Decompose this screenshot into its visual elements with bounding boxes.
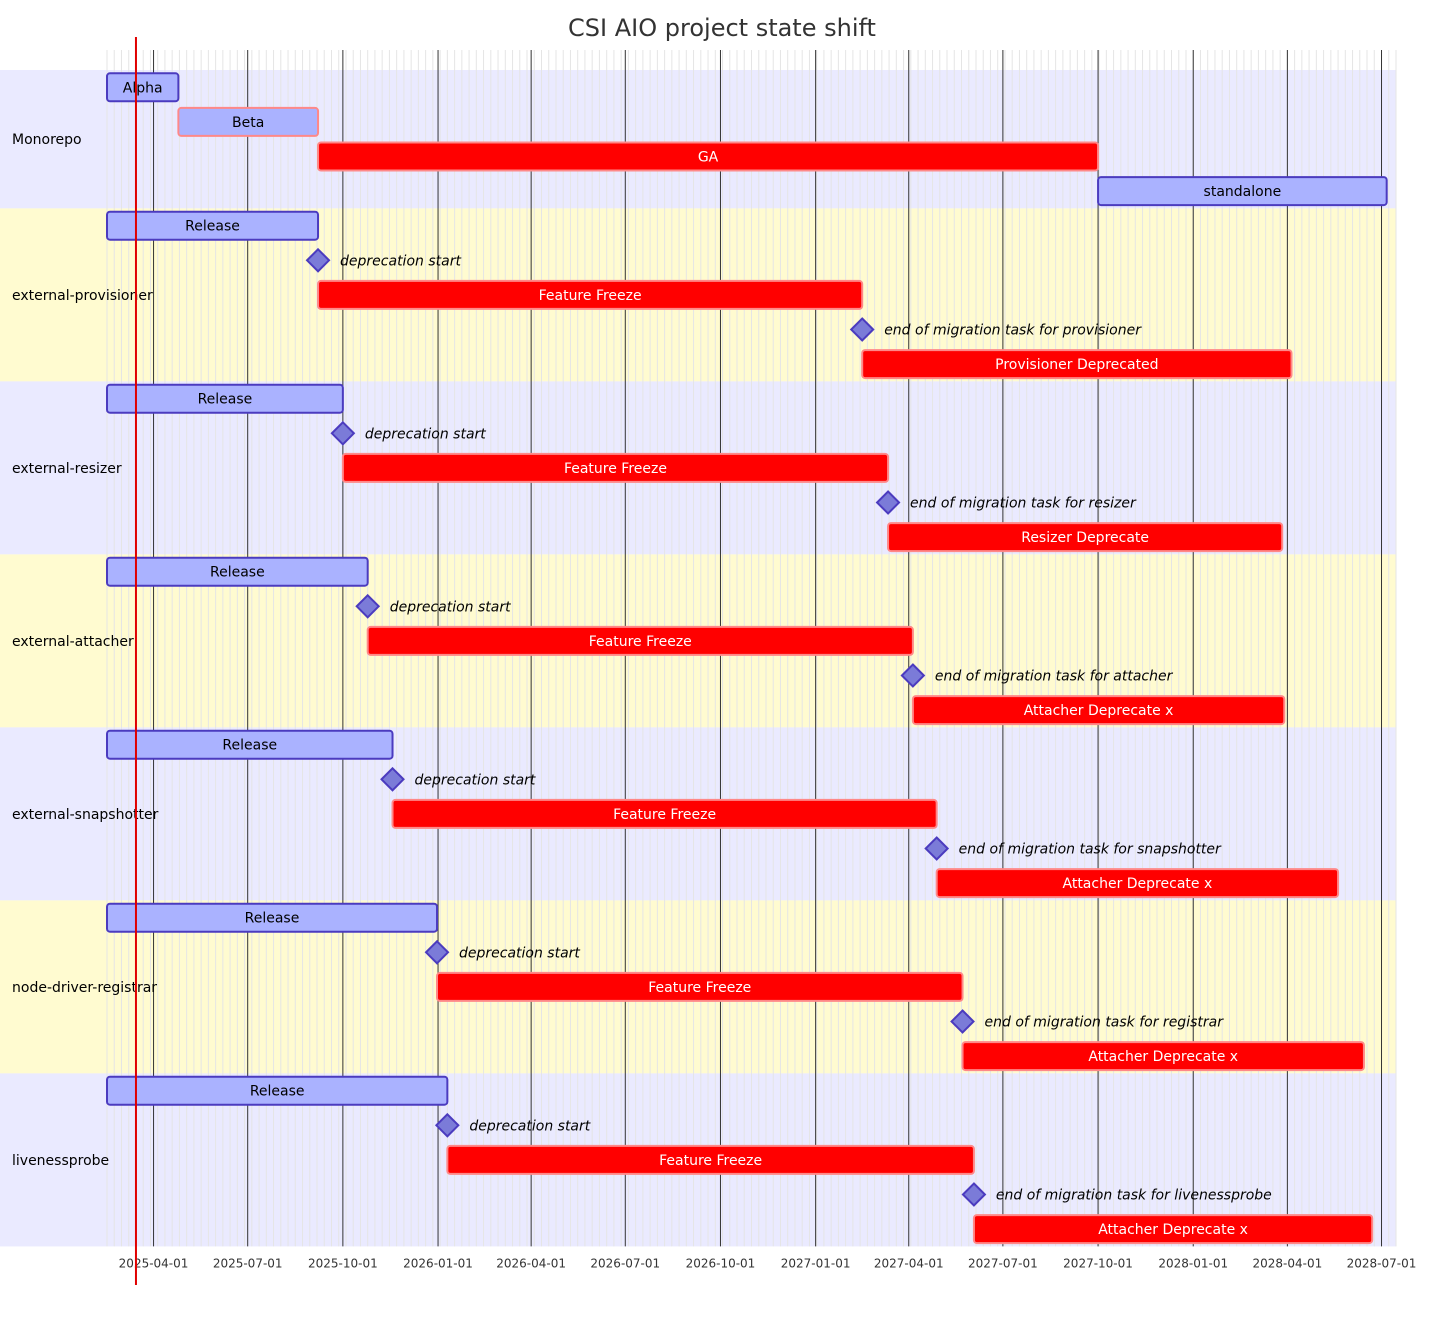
x-tick-label: 2027-10-01 <box>1063 1256 1133 1270</box>
task-label: standalone <box>1204 184 1282 200</box>
task-bar <box>177 106 320 137</box>
x-tick-label: 2025-04-01 <box>119 1256 189 1270</box>
task-bar <box>106 556 369 587</box>
milestone-label: deprecation start <box>459 945 580 961</box>
x-tick-label: 2026-10-01 <box>686 1256 756 1270</box>
milestone-marker <box>330 420 356 446</box>
task-label: Feature Freeze <box>613 807 716 823</box>
x-tick-label: 2027-04-01 <box>874 1256 944 1270</box>
task-bar <box>106 902 439 933</box>
task-label: GA <box>698 150 719 166</box>
task-label: Feature Freeze <box>589 634 692 650</box>
task-bar <box>961 1041 1365 1072</box>
milestone-label: end of migration task for attacher <box>935 669 1174 685</box>
task-label: Resizer Deprecate <box>1021 530 1149 546</box>
x-tick-label: 2026-01-01 <box>403 1256 473 1270</box>
task-bar <box>366 625 914 656</box>
milestone-label: deprecation start <box>390 599 511 615</box>
section-label: external-provisioner <box>12 288 153 304</box>
milestone-label: end of migration task for provisioner <box>884 323 1142 339</box>
task-bar <box>317 279 864 310</box>
x-tick-label: 2025-07-01 <box>213 1256 283 1270</box>
section-label: external-snapshotter <box>12 807 159 823</box>
milestone-marker <box>924 836 950 861</box>
task-label: Attacher Deprecate x <box>1098 1222 1248 1238</box>
milestone-label: end of migration task for resizer <box>910 496 1137 512</box>
task-bar <box>106 383 344 414</box>
task-label: Attacher Deprecate x <box>1088 1049 1238 1065</box>
task-label: Release <box>185 219 240 235</box>
task-bar <box>106 72 180 103</box>
task-bar <box>861 349 1293 380</box>
milestone-marker <box>950 1009 975 1034</box>
x-axis-tick-labels: 2025-04-01 2025-07-01 2025-10-01 2026-01-01… <box>119 1256 1417 1270</box>
section-label: node-driver-registrar <box>12 980 157 996</box>
task-label: Release <box>198 392 253 408</box>
milestone-marker <box>355 593 381 619</box>
task-label: Release <box>222 738 277 754</box>
task-label: Beta <box>232 115 264 131</box>
milestone-marker <box>875 490 901 515</box>
task-label: Release <box>250 1084 305 1100</box>
task-label: Release <box>210 565 265 581</box>
milestone-label: deprecation start <box>340 253 461 269</box>
section-label: Monorepo <box>12 132 82 148</box>
milestone-label: end of migration task for snapshotter <box>959 842 1222 858</box>
x-tick-label: 2028-04-01 <box>1253 1256 1323 1270</box>
milestone-marker <box>424 939 450 965</box>
task-bar <box>317 141 1100 172</box>
task-label: Feature Freeze <box>539 288 642 304</box>
task-bar <box>972 1214 1374 1245</box>
task-bar <box>391 798 938 829</box>
task-bar <box>935 868 1340 899</box>
task-bar <box>341 452 890 483</box>
task-bar <box>887 522 1284 553</box>
milestone-marker <box>849 317 875 342</box>
x-tick-label: 2026-04-01 <box>496 1256 566 1270</box>
task-bars: Alpha Beta GA standalone Release deprecation … <box>106 72 1388 1245</box>
task-bar <box>911 695 1286 726</box>
task-bar <box>436 971 964 1002</box>
task-bar <box>106 729 394 760</box>
x-tick-label: 2027-07-01 <box>968 1256 1038 1270</box>
task-label: Attacher Deprecate x <box>1024 703 1174 719</box>
milestone-label: end of migration task for livenessprobe <box>996 1188 1272 1204</box>
milestone-label: deprecation start <box>415 772 536 788</box>
milestone-marker <box>305 247 331 273</box>
x-tick-label: 2027-01-01 <box>781 1256 851 1270</box>
milestone-label: deprecation start <box>469 1118 590 1134</box>
task-bar <box>106 1075 449 1106</box>
milestone-marker <box>380 766 405 792</box>
task-label: Alpha <box>123 80 163 96</box>
task-label: Feature Freeze <box>564 461 667 477</box>
section-label: external-attacher <box>12 634 134 650</box>
x-tick-label: 2028-07-01 <box>1347 1256 1417 1270</box>
task-label: Attacher Deprecate x <box>1063 876 1213 892</box>
milestone-marker <box>961 1182 987 1207</box>
task-label: Feature Freeze <box>648 980 751 996</box>
task-bar <box>446 1144 975 1175</box>
milestone-marker <box>434 1112 460 1138</box>
milestone-label: end of migration task for registrar <box>985 1015 1225 1031</box>
x-tick-label: 2025-10-01 <box>308 1256 378 1270</box>
task-bar <box>1097 176 1388 207</box>
task-bar <box>106 210 320 241</box>
x-tick-label: 2026-07-01 <box>590 1256 660 1270</box>
task-label: Release <box>245 911 300 927</box>
section-label: livenessprobe <box>12 1153 109 1169</box>
section-label: external-resizer <box>12 461 122 477</box>
milestone-label: deprecation start <box>365 426 486 442</box>
chart-title: CSI AIO project state shift <box>568 14 876 42</box>
milestone-marker <box>900 663 926 688</box>
section-labels: Monorepo external-provisioner external-res… <box>12 132 159 1169</box>
task-label: Provisioner Deprecated <box>995 357 1158 373</box>
x-tick-label: 2028-01-01 <box>1158 1256 1228 1270</box>
task-label: Feature Freeze <box>659 1153 762 1169</box>
